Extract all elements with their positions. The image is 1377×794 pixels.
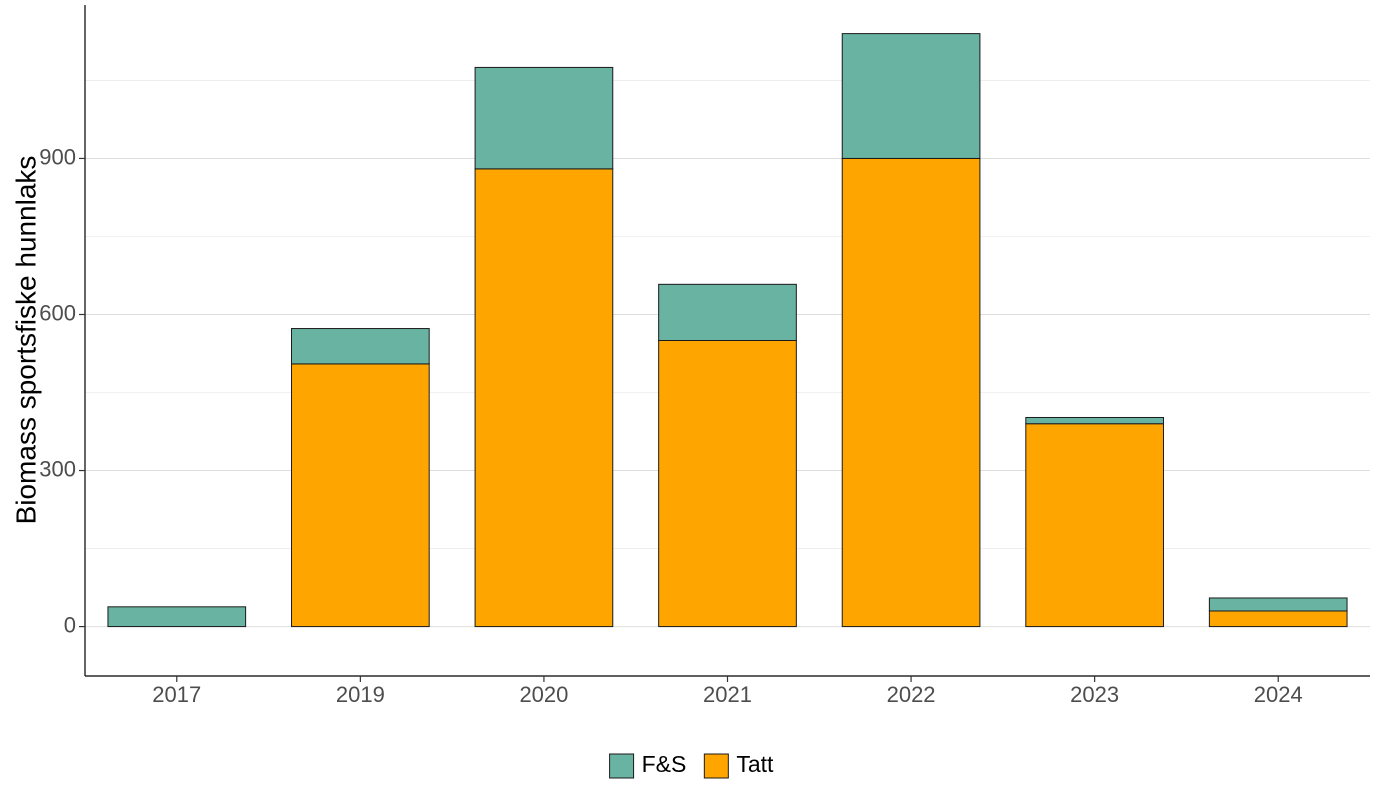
bars (107, 33, 1348, 628)
bar-segment-f-s-2022 (841, 33, 981, 159)
x-tick-label: 2022 (887, 682, 936, 707)
y-tick-label: 300 (39, 456, 76, 481)
bar-segment-tatt-2019 (291, 363, 430, 628)
y-axis-title: Biomass sportsfiske hunnlaks (10, 156, 41, 525)
legend-label: Tatt (736, 751, 774, 777)
bar-segment-tatt-2023 (1025, 423, 1164, 628)
x-tick-label: 2024 (1254, 682, 1303, 707)
y-tick-label: 600 (39, 300, 76, 325)
x-tick-label: 2021 (703, 682, 752, 707)
y-tick-label: 900 (39, 144, 76, 169)
bar-segment-f-s-2017 (107, 606, 247, 628)
legend-swatch (609, 753, 635, 779)
bar-segment-f-s-2021 (658, 283, 797, 341)
bar-segment-f-s-2019 (291, 328, 430, 365)
bar-segment-tatt-2021 (658, 340, 797, 628)
bar-segment-tatt-2020 (474, 168, 614, 628)
bar-segment-f-s-2023 (1025, 416, 1164, 425)
bar-segment-tatt-2022 (841, 157, 981, 628)
x-tick-label: 2017 (152, 682, 201, 707)
x-ticks: 2017 2019 2020 2021 2022 2023 2024 (152, 676, 1303, 707)
bar-segment-f-s-2024 (1208, 597, 1348, 612)
legend-label: F&S (642, 751, 687, 777)
legend-swatch (703, 753, 729, 779)
bar-segment-tatt-2024 (1208, 610, 1348, 628)
x-tick-label: 2019 (336, 682, 385, 707)
x-tick-label: 2023 (1070, 682, 1119, 707)
legend: F&S Tatt (609, 751, 774, 779)
y-tick-label: 0 (64, 612, 76, 637)
y-ticks: 0 300 600 900 (39, 144, 85, 637)
x-tick-label: 2020 (519, 682, 568, 707)
bar-segment-f-s-2020 (474, 66, 614, 170)
